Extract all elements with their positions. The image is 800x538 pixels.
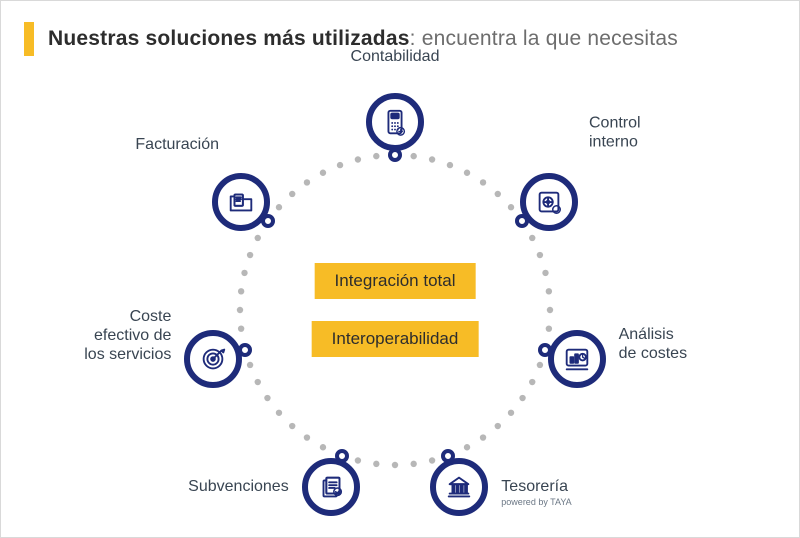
node-coste[interactable]: [184, 330, 242, 388]
center-pill-0: Integración total: [315, 263, 476, 299]
calculator-icon: [366, 93, 424, 151]
title-light: encuentra la que necesitas: [422, 27, 678, 50]
node-label-analisis: Análisis de costes: [619, 325, 687, 363]
node-analisis[interactable]: [548, 330, 606, 388]
node-label-facturacion: Facturación: [135, 135, 219, 154]
connector-dot: [538, 343, 552, 357]
node-contabilidad[interactable]: [366, 93, 424, 151]
docs-icon: [302, 458, 360, 516]
node-label-contabilidad: Contabilidad: [351, 47, 440, 66]
node-label-control: Control interno: [589, 114, 641, 152]
node-sublabel-tesoreria: powered by TAYA: [501, 497, 571, 508]
radial-diagram: Integración totalInteroperabilidad Conta…: [0, 60, 800, 538]
node-label-subvenciones: Subvenciones: [188, 477, 289, 496]
target-icon: [184, 330, 242, 388]
chart-icon: [548, 330, 606, 388]
connector-dot: [441, 449, 455, 463]
connector-dot: [515, 214, 529, 228]
node-label-tesoreria: Tesorería: [501, 477, 568, 496]
connector-dot: [388, 148, 402, 162]
connector-dot: [335, 449, 349, 463]
bank-icon: [430, 458, 488, 516]
center-pills: Integración total Interoperabilidad: [312, 263, 479, 357]
accent-bar: [24, 22, 34, 56]
node-subvenciones[interactable]: [302, 458, 360, 516]
connector-dot: [238, 343, 252, 357]
connector-dot: [261, 214, 275, 228]
node-tesoreria[interactable]: [430, 458, 488, 516]
center-pill-1: Interoperabilidad: [312, 321, 479, 357]
node-label-coste: Coste efectivo de los servicios: [84, 307, 171, 365]
